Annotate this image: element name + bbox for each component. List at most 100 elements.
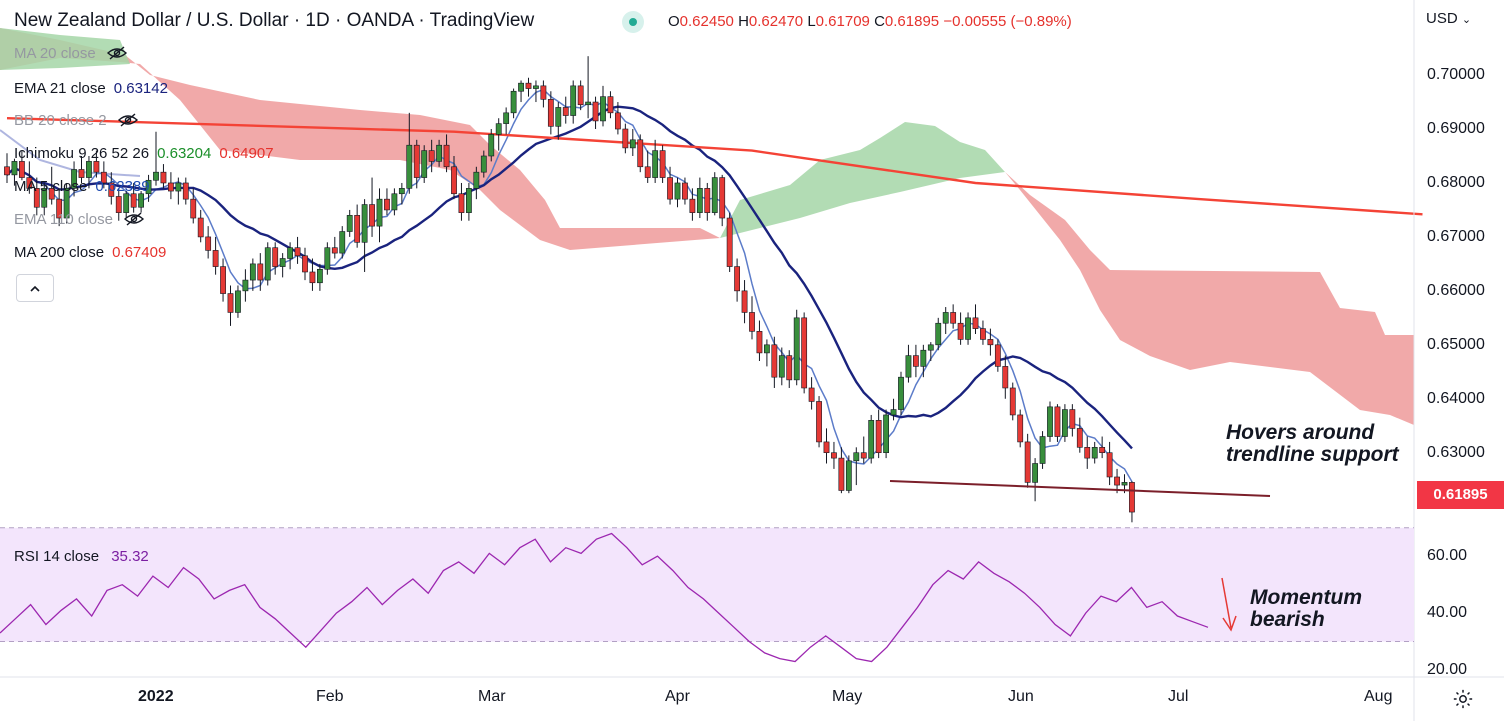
candle[interactable] bbox=[190, 188, 197, 224]
candle[interactable] bbox=[130, 182, 137, 213]
candle[interactable] bbox=[525, 77, 532, 97]
candle[interactable] bbox=[1069, 404, 1076, 437]
candle[interactable] bbox=[749, 296, 755, 340]
candle[interactable] bbox=[980, 320, 986, 345]
candle[interactable] bbox=[674, 177, 681, 208]
market-status-icon[interactable] bbox=[622, 11, 644, 33]
candle[interactable] bbox=[920, 344, 927, 378]
candle[interactable] bbox=[1091, 441, 1098, 464]
legend-row[interactable]: Ichimoku 9 26 52 26 0.63204 0.64907 bbox=[14, 145, 274, 162]
candle[interactable] bbox=[428, 139, 435, 173]
candle[interactable] bbox=[965, 312, 971, 345]
legend-row[interactable]: MA 20 close bbox=[14, 45, 128, 62]
candle[interactable] bbox=[1039, 431, 1046, 469]
legend-row[interactable]: EMA 21 close 0.63142 bbox=[14, 80, 168, 97]
candle[interactable] bbox=[682, 177, 688, 205]
candle[interactable] bbox=[845, 455, 852, 494]
rsi-legend[interactable]: RSI 14 close 35.32 bbox=[14, 548, 149, 565]
candle[interactable] bbox=[935, 317, 942, 351]
candle[interactable] bbox=[398, 182, 405, 205]
candle[interactable] bbox=[26, 161, 33, 194]
candle[interactable] bbox=[957, 312, 964, 345]
candle[interactable] bbox=[1047, 401, 1053, 442]
annotation-momentum[interactable]: Momentum bearish bbox=[1250, 587, 1362, 631]
candle[interactable] bbox=[614, 102, 621, 135]
candle[interactable] bbox=[912, 344, 919, 378]
candle[interactable] bbox=[741, 280, 748, 324]
candle[interactable] bbox=[488, 129, 495, 162]
candle[interactable] bbox=[719, 174, 726, 227]
legend-row[interactable]: MA 5 close 0.62389 bbox=[14, 178, 150, 195]
candle[interactable] bbox=[346, 209, 353, 237]
candle[interactable] bbox=[279, 253, 286, 278]
candle[interactable] bbox=[1009, 382, 1016, 421]
candle[interactable] bbox=[123, 191, 130, 219]
legend-row[interactable]: MA 200 close 0.67409 bbox=[14, 244, 166, 261]
candle[interactable] bbox=[831, 441, 837, 469]
candle[interactable] bbox=[763, 339, 770, 367]
candle[interactable] bbox=[63, 182, 70, 224]
candle[interactable] bbox=[160, 164, 167, 189]
trendline-support[interactable] bbox=[889, 480, 1271, 497]
candle[interactable] bbox=[786, 350, 793, 388]
candle[interactable] bbox=[138, 191, 144, 213]
candle[interactable] bbox=[48, 166, 55, 205]
candle[interactable] bbox=[145, 174, 152, 202]
candle[interactable] bbox=[257, 253, 264, 291]
candle[interactable] bbox=[704, 182, 711, 221]
ma200-line[interactable] bbox=[6, 117, 1423, 216]
candle[interactable] bbox=[115, 188, 122, 221]
candle[interactable] bbox=[994, 339, 1001, 372]
candle[interactable] bbox=[838, 447, 845, 494]
candle[interactable] bbox=[1002, 355, 1009, 399]
candle[interactable] bbox=[890, 398, 897, 421]
candle[interactable] bbox=[324, 242, 331, 275]
candle[interactable] bbox=[547, 91, 554, 135]
candle[interactable] bbox=[510, 88, 517, 119]
candle[interactable] bbox=[652, 139, 659, 183]
candle[interactable] bbox=[287, 242, 293, 270]
candle[interactable] bbox=[4, 153, 10, 183]
candle[interactable] bbox=[711, 172, 718, 216]
candle[interactable] bbox=[86, 155, 92, 189]
candle[interactable] bbox=[406, 112, 413, 194]
candle[interactable] bbox=[108, 172, 115, 205]
candle[interactable] bbox=[771, 336, 778, 388]
candle[interactable] bbox=[331, 236, 338, 259]
candle[interactable] bbox=[756, 320, 763, 361]
candle[interactable] bbox=[369, 177, 375, 237]
eye-off-icon[interactable] bbox=[123, 212, 145, 226]
candle[interactable] bbox=[585, 56, 591, 119]
candle[interactable] bbox=[294, 236, 301, 264]
legend-row[interactable]: EMA 110 close bbox=[14, 211, 145, 228]
candle[interactable] bbox=[1076, 417, 1083, 453]
candle[interactable] bbox=[577, 80, 584, 111]
candle[interactable] bbox=[696, 177, 703, 219]
candle[interactable] bbox=[376, 188, 383, 243]
candle[interactable] bbox=[533, 80, 539, 103]
candle[interactable] bbox=[778, 347, 785, 386]
candle[interactable] bbox=[421, 145, 428, 183]
candle[interactable] bbox=[659, 145, 666, 183]
candle[interactable] bbox=[205, 226, 212, 259]
candle[interactable] bbox=[458, 182, 465, 221]
candle[interactable] bbox=[734, 258, 740, 302]
candle[interactable] bbox=[272, 242, 279, 275]
candle[interactable] bbox=[78, 155, 85, 183]
candle[interactable] bbox=[898, 371, 904, 415]
candle[interactable] bbox=[1054, 404, 1061, 442]
candle[interactable] bbox=[153, 131, 159, 186]
candle[interactable] bbox=[987, 328, 994, 356]
candle[interactable] bbox=[302, 247, 308, 281]
candle[interactable] bbox=[235, 285, 241, 318]
candle[interactable] bbox=[927, 342, 934, 361]
candle[interactable] bbox=[41, 182, 48, 216]
candle[interactable] bbox=[480, 150, 487, 178]
candle[interactable] bbox=[495, 118, 502, 151]
candle[interactable] bbox=[212, 236, 219, 275]
candle[interactable] bbox=[227, 285, 234, 326]
ema110-line[interactable] bbox=[0, 129, 141, 177]
candle[interactable] bbox=[1099, 436, 1106, 459]
candle[interactable] bbox=[1084, 436, 1091, 469]
candle[interactable] bbox=[391, 188, 398, 216]
